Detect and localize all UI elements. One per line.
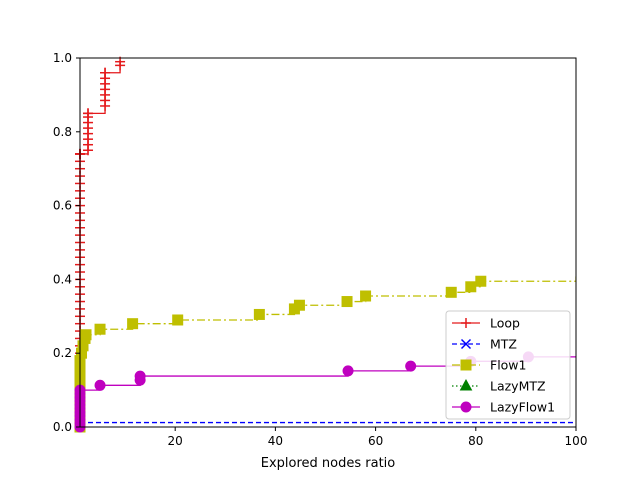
data-point-Flow1: [94, 323, 106, 335]
legend-marker: [459, 378, 473, 391]
legend-label: Flow1: [490, 358, 527, 373]
data-point-Flow1: [445, 286, 457, 298]
data-point-LazyFlow1: [94, 379, 106, 391]
data-point-LazyFlow1: [405, 360, 417, 372]
data-point-Flow1: [465, 281, 477, 293]
legend-marker: [461, 318, 471, 328]
legend-label: MTZ: [490, 337, 517, 352]
legend-label: LazyFlow1: [490, 400, 555, 415]
legend-marker: [460, 359, 472, 371]
legend-box: [445, 310, 571, 420]
data-point-Loop: [100, 67, 111, 78]
legend: Loop MTZ Flow1 LazyMTZ LazyFlow1: [445, 310, 571, 420]
y-tick-label: 0.2: [53, 346, 72, 360]
data-point-Loop: [83, 108, 94, 119]
x-tick-label: 80: [468, 434, 483, 448]
x-axis-label: Explored nodes ratio: [261, 456, 396, 471]
data-point-Flow1: [127, 318, 139, 330]
legend-label: Loop: [490, 316, 520, 331]
y-tick-label: 1.0: [53, 51, 72, 65]
y-tick-label: 0.0: [53, 420, 72, 434]
legend-label: LazyMTZ: [490, 379, 546, 394]
data-point-Flow1: [172, 314, 184, 326]
x-tick-label: 60: [368, 434, 383, 448]
axis-layer: 20 40 60 80 100 0.0 0.2 0.4 0.6 0.8 1.0: [53, 51, 588, 448]
y-tick-label: 0.4: [53, 272, 72, 286]
data-point-Flow1: [253, 308, 265, 320]
y-tick-label: 0.6: [53, 199, 72, 213]
data-point-LazyFlow1: [134, 370, 146, 382]
data-point-Flow1: [80, 329, 92, 341]
data-point-Flow1: [341, 296, 353, 308]
y-tick-label: 0.8: [53, 125, 72, 139]
x-tick-label: 100: [565, 434, 588, 448]
data-point-Flow1: [293, 299, 305, 311]
legend-marker: [460, 338, 472, 350]
data-point-Flow1: [475, 275, 487, 287]
legend-marker: [460, 401, 472, 413]
plot-frame: [79, 57, 577, 428]
x-tick-label: 20: [168, 434, 183, 448]
data-point-Flow1: [360, 290, 372, 302]
data-point-LazyFlow1: [342, 365, 354, 377]
x-tick-label: 40: [268, 434, 283, 448]
